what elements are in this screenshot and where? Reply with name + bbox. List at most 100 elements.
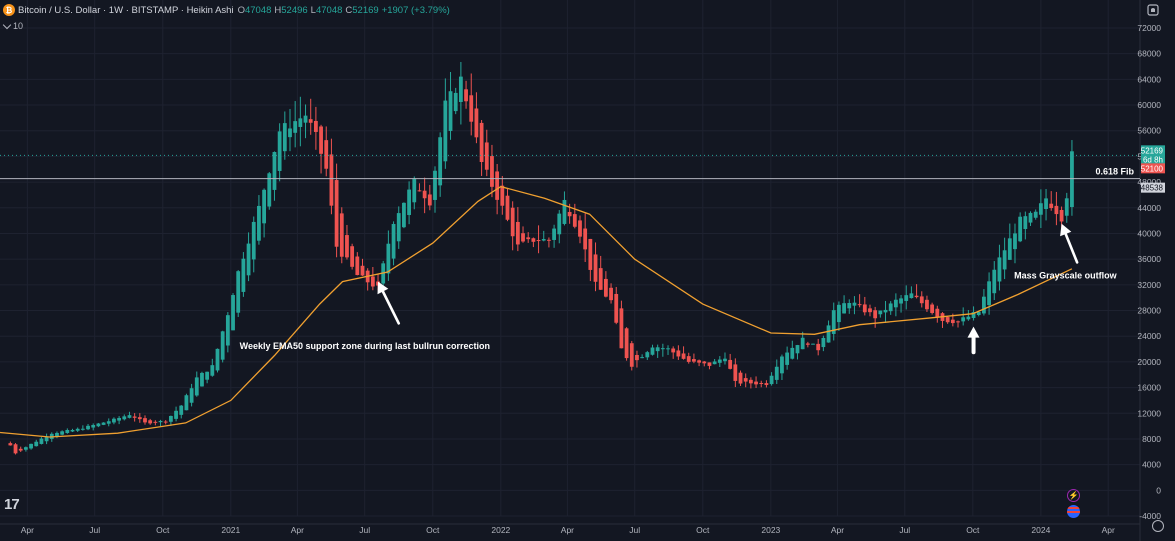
candle-body — [179, 405, 184, 415]
candle-body — [1002, 250, 1007, 270]
candle-body — [888, 303, 893, 312]
fib-label: 0.618 Fib — [1095, 167, 1134, 177]
candle-body — [536, 240, 541, 242]
annotation-grayscale-outflow: Mass Grayscale outflow — [1014, 270, 1118, 280]
candle-body — [319, 126, 323, 154]
close-label: C — [345, 4, 353, 16]
candle-body — [360, 265, 365, 276]
candle-body — [60, 431, 65, 435]
candle-body — [992, 269, 997, 294]
x-tick-label: Jul — [899, 525, 910, 535]
candle-body — [831, 310, 836, 334]
candle-body — [971, 312, 976, 318]
tradingview-logo[interactable]: 17 — [4, 496, 20, 513]
x-tick-label: 2024 — [1031, 525, 1050, 535]
candle-body — [619, 308, 624, 349]
candle-body — [55, 432, 59, 437]
candle-body — [272, 152, 277, 190]
candle-body — [697, 360, 701, 363]
candle-body — [23, 447, 28, 450]
candle-body — [764, 383, 769, 386]
candle-body — [143, 418, 147, 423]
candle-body — [345, 235, 349, 258]
candle-body — [976, 311, 981, 316]
candle-body — [246, 243, 251, 276]
candle-body — [655, 347, 660, 352]
candle-body — [251, 221, 256, 260]
x-tick-label: 2023 — [761, 525, 780, 535]
candle-body — [826, 325, 831, 343]
candle-body — [956, 321, 960, 323]
candle-body — [728, 359, 733, 369]
candle-body — [780, 356, 784, 374]
candle-body — [609, 287, 613, 301]
bell-icon[interactable] — [1147, 4, 1159, 16]
y-tick-label: -4000 — [1139, 511, 1161, 521]
price-tag: 52169 — [1141, 146, 1164, 155]
candle-body — [526, 237, 531, 240]
candle-body — [1064, 198, 1069, 216]
candle-body — [355, 256, 360, 276]
x-tick-label: Jul — [89, 525, 100, 535]
indicator-legend[interactable]: 10 — [2, 20, 23, 31]
candle-body — [44, 436, 49, 442]
y-tick-label: 68000 — [1137, 49, 1161, 59]
candle-body — [785, 352, 790, 365]
bitcoin-icon: ₿ — [3, 4, 15, 16]
candle-body — [448, 91, 453, 131]
candle-body — [194, 377, 199, 396]
lightning-event-icon[interactable]: ⚡ — [1067, 489, 1080, 502]
candle-body — [18, 448, 23, 451]
y-tick-label: 4000 — [1142, 460, 1161, 470]
candle-body — [925, 299, 929, 310]
candle-body — [945, 317, 950, 323]
candle-body — [774, 366, 779, 380]
candle-body — [469, 95, 474, 122]
candle-body — [629, 343, 634, 367]
candle-body — [34, 441, 39, 447]
candle-body — [1070, 151, 1074, 208]
candle-body — [86, 425, 90, 430]
y-tick-label: 56000 — [1137, 126, 1161, 136]
symbol-title[interactable]: Bitcoin / U.S. Dollar · 1W · BITSTAMP · … — [18, 4, 234, 16]
candle-body — [464, 89, 468, 102]
candle-body — [163, 421, 168, 423]
candle-body — [117, 417, 122, 421]
candle-body — [686, 356, 691, 362]
ema50-line — [0, 185, 1073, 438]
chevron-down-icon[interactable] — [2, 20, 12, 29]
candle-body — [433, 170, 437, 200]
candle-body — [490, 156, 494, 187]
candle-body — [308, 119, 313, 123]
candle-body — [961, 317, 966, 322]
candle-body — [873, 310, 878, 319]
candle-body — [236, 271, 241, 313]
candle-body — [39, 438, 44, 444]
candle-body — [572, 214, 577, 227]
candle-body — [241, 258, 246, 292]
candle-body — [919, 296, 924, 304]
close-value: 52169 — [352, 4, 379, 16]
candle-body — [101, 422, 106, 425]
candle-body — [417, 190, 422, 192]
candle-body — [370, 276, 375, 287]
arrow-grayscale-shaft — [1064, 232, 1079, 264]
candle-body — [1054, 205, 1059, 215]
candle-body — [1038, 203, 1043, 215]
candle-body — [132, 416, 137, 418]
us-flag-event-icon[interactable] — [1067, 505, 1080, 518]
high-value: 52496 — [281, 4, 308, 16]
candle-body — [987, 281, 991, 306]
candle-body — [733, 364, 738, 381]
annotation-ema50-support: Weekly EMA50 support zone during last bu… — [240, 341, 490, 351]
x-tick-label: 2021 — [221, 525, 240, 535]
candle-body — [391, 223, 396, 259]
candle-body — [805, 343, 810, 345]
candle-body — [847, 302, 852, 309]
settings-icon[interactable] — [1152, 520, 1164, 532]
candle-body — [899, 298, 903, 304]
candle-body — [220, 331, 225, 360]
candle-body — [547, 239, 551, 241]
candle-body — [816, 343, 821, 351]
